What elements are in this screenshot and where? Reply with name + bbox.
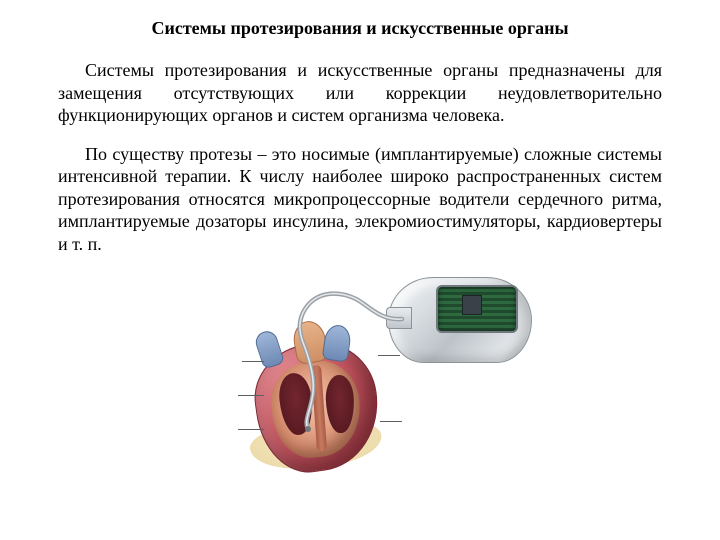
slide-title: Системы протезирования и искусственные о… xyxy=(58,18,662,39)
paragraph-2: По существу протезы – это носимые (импла… xyxy=(58,143,662,256)
slide-page: Системы протезирования и искусственные о… xyxy=(0,0,720,540)
pacemaker-lead-wire xyxy=(180,271,540,481)
figure-heart-pacemaker xyxy=(180,271,540,481)
paragraph-1: Системы протезирования и искусственные о… xyxy=(58,59,662,127)
